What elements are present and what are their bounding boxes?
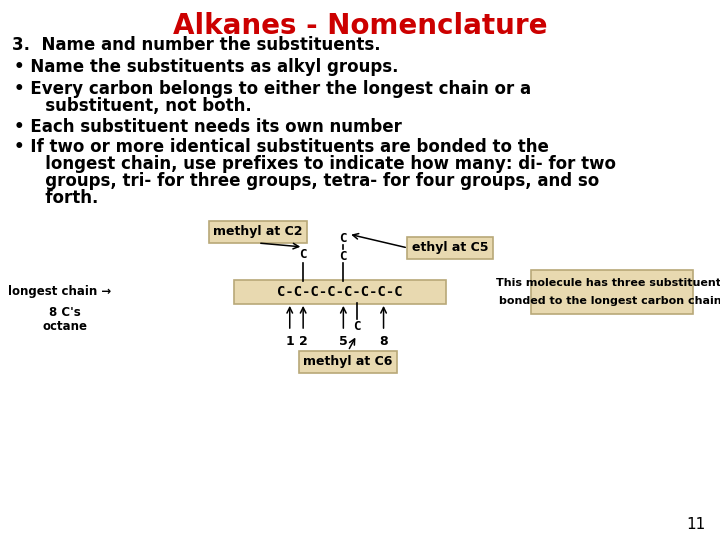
Text: methyl at C2: methyl at C2 <box>213 226 302 239</box>
Text: 8 C's: 8 C's <box>49 306 81 319</box>
Text: substituent, not both.: substituent, not both. <box>28 97 252 115</box>
Text: octane: octane <box>42 320 88 333</box>
Text: 8: 8 <box>379 335 388 348</box>
Text: 1: 1 <box>285 335 294 348</box>
Text: methyl at C6: methyl at C6 <box>303 355 392 368</box>
Text: ethyl at C5: ethyl at C5 <box>412 241 488 254</box>
Text: • Every carbon belongs to either the longest chain or a: • Every carbon belongs to either the lon… <box>14 80 531 98</box>
Text: bonded to the longest carbon chain.: bonded to the longest carbon chain. <box>498 296 720 306</box>
Text: forth.: forth. <box>28 189 99 207</box>
Text: 11: 11 <box>687 517 706 532</box>
Text: C: C <box>340 249 347 262</box>
Text: • Each substituent needs its own number: • Each substituent needs its own number <box>14 118 402 136</box>
Text: • Name the substituents as alkyl groups.: • Name the substituents as alkyl groups. <box>14 58 398 76</box>
Text: groups, tri- for three groups, tetra- for four groups, and so: groups, tri- for three groups, tetra- fo… <box>28 172 599 190</box>
Text: C-C-C-C-C-C-C-C: C-C-C-C-C-C-C-C <box>277 285 402 299</box>
Text: C: C <box>353 321 361 334</box>
Text: C: C <box>340 232 347 245</box>
Text: 5: 5 <box>339 335 348 348</box>
Text: • If two or more identical substituents are bonded to the: • If two or more identical substituents … <box>14 138 549 156</box>
Text: longest chain →: longest chain → <box>8 286 112 299</box>
Text: C: C <box>300 248 307 261</box>
Text: Alkanes - Nomenclature: Alkanes - Nomenclature <box>173 12 547 40</box>
Text: longest chain, use prefixes to indicate how many: di- for two: longest chain, use prefixes to indicate … <box>28 155 616 173</box>
FancyBboxPatch shape <box>531 270 693 314</box>
Text: 3.  Name and number the substituents.: 3. Name and number the substituents. <box>12 36 381 54</box>
Text: 2: 2 <box>299 335 307 348</box>
FancyBboxPatch shape <box>234 280 446 304</box>
Text: This molecule has three substituents: This molecule has three substituents <box>496 278 720 288</box>
